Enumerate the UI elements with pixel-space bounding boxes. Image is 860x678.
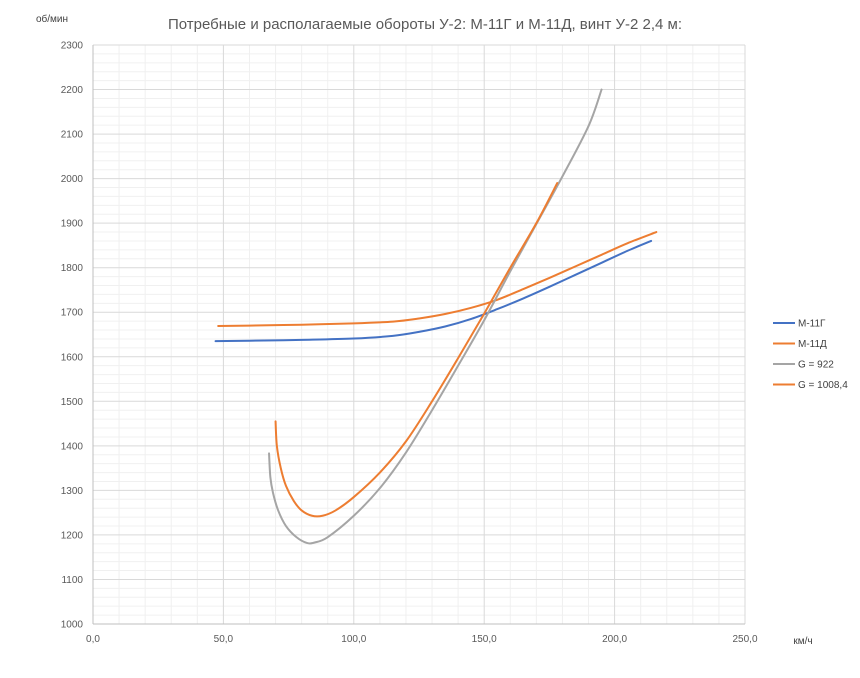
legend-label-4: G = 1008,4	[798, 380, 848, 391]
x-tick-label: 0,0	[86, 634, 100, 645]
x-axis-label: км/ч	[793, 636, 812, 647]
y-tick-label: 1800	[61, 263, 84, 274]
y-tick-label: 1600	[61, 352, 84, 363]
x-tick-label: 150,0	[472, 634, 497, 645]
axes	[92, 45, 745, 625]
y-tick-label: 1000	[61, 620, 84, 631]
y-tick-label: 1200	[61, 530, 84, 541]
legend-label-2: М-11Д	[798, 339, 827, 350]
y-tick-labels: 1000 1100 1200 1300 1400 1500 1600 1700 1800 1900…	[61, 41, 84, 631]
y-tick-label: 1300	[61, 486, 84, 497]
y-tick-label: 2300	[61, 41, 84, 52]
x-tick-labels: 0,0 50,0 100,0 150,0 200,0 250,0	[86, 634, 758, 645]
series-line-1	[214, 239, 653, 343]
y-tick-label: 2200	[61, 85, 84, 96]
y-tick-label: 1100	[61, 575, 83, 586]
legend: М-11Г М-11Д G = 922 G = 1008,4	[773, 319, 848, 391]
series-line-4	[274, 182, 559, 518]
legend-label-3: G = 922	[798, 360, 834, 371]
y-tick-label: 1500	[61, 397, 84, 408]
x-tick-label: 250,0	[732, 634, 757, 645]
y-tick-label: 2000	[61, 174, 84, 185]
y-tick-label: 1400	[61, 441, 84, 452]
y-axis-label: об/мин	[36, 13, 68, 25]
chart-title: Потребные и располагаемые обороты У-2: М…	[168, 16, 682, 33]
legend-label-1: М-11Г	[798, 319, 826, 330]
x-tick-label: 200,0	[602, 634, 627, 645]
x-tick-label: 100,0	[341, 634, 366, 645]
series-lines	[214, 88, 658, 545]
y-tick-label: 2100	[61, 130, 84, 141]
major-gridlines	[93, 44, 746, 624]
y-tick-label: 1900	[61, 219, 84, 230]
y-tick-label: 1700	[61, 308, 84, 319]
x-tick-label: 50,0	[214, 634, 234, 645]
series-line-2	[217, 231, 658, 328]
